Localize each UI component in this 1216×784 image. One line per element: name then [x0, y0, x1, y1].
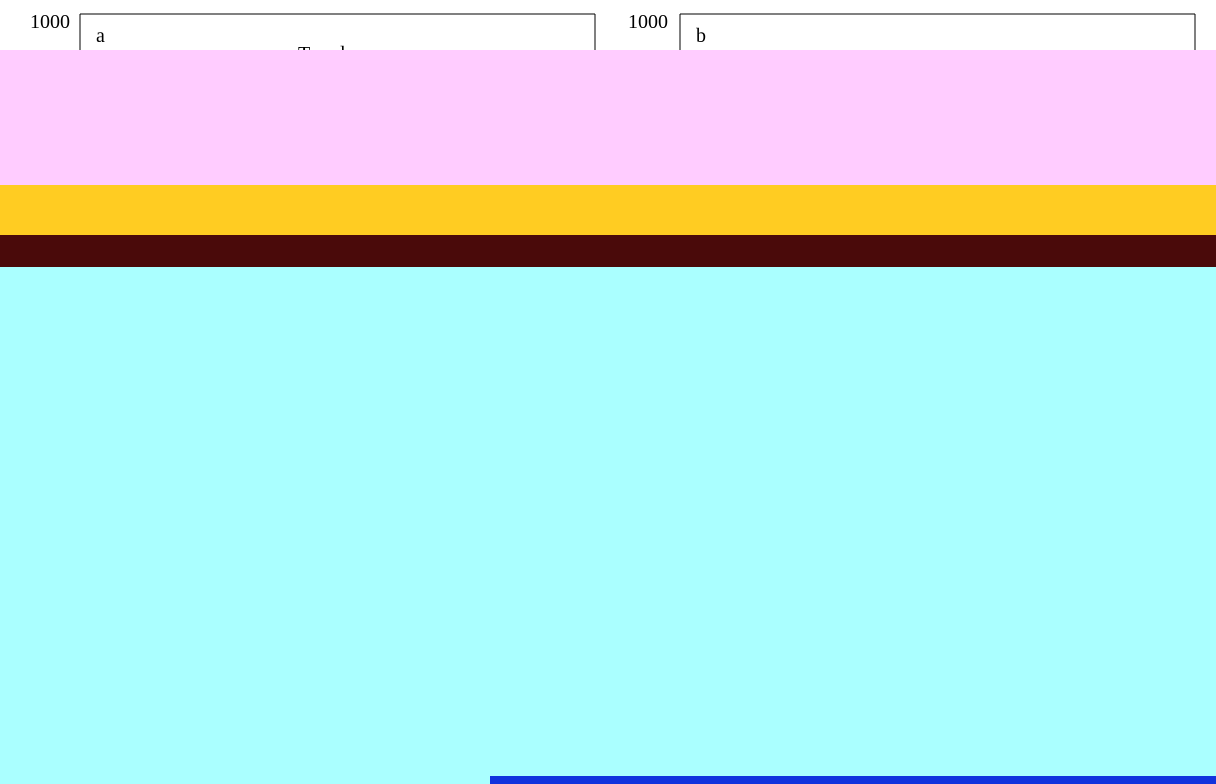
panel-label: a [96, 25, 105, 47]
y-tick-label: 1000 [628, 11, 668, 33]
top-area [0, 0, 1216, 50]
dark-band [0, 235, 1216, 267]
gold-band [0, 185, 1216, 235]
panel-label: b [696, 25, 706, 47]
cyan-band [0, 267, 1216, 784]
y-tick-label: 1000 [30, 11, 70, 33]
pink-band [0, 50, 1216, 185]
blue-strip [490, 776, 1216, 784]
